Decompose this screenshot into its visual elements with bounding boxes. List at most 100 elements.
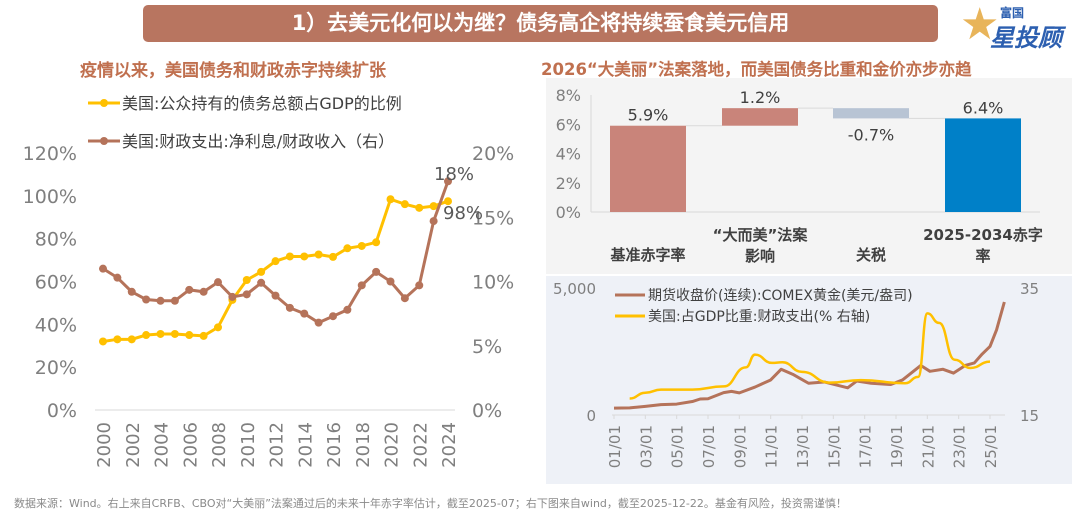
source-footnote: 数据来源：Wind。右上来自CRFB、CBO对“大美丽”法案通过后的未来十年赤字…	[14, 497, 847, 510]
x-tick-label: 2000	[94, 422, 115, 468]
data-point	[429, 217, 438, 226]
legend-label: 美国:财政支出:净利息/财政收入（右）	[122, 132, 394, 151]
data-point	[357, 241, 366, 250]
star-icon: ★	[960, 0, 1000, 50]
data-point	[372, 267, 381, 276]
x-tick-label: 2016	[324, 422, 345, 468]
y-right-tick-label: 5%	[472, 336, 502, 358]
x-tick-label: 21/01	[919, 425, 937, 468]
data-point	[386, 195, 395, 204]
legend-label: 期货收盘价(连续):COMEX黄金(美元/盎司)	[648, 287, 913, 304]
data-point	[185, 285, 194, 294]
brand-logo: ★ 富国 星投顾	[960, 0, 1070, 53]
x-tick-label: 13/01	[794, 425, 812, 468]
y-left-tick-label: 20%	[35, 357, 77, 379]
data-point	[415, 203, 424, 212]
y-tick-label: 6%	[556, 115, 581, 134]
x-tick-label: 2020	[382, 422, 403, 468]
end-data-label: 98%	[443, 203, 483, 224]
y-right-tick-label: 10%	[472, 272, 514, 294]
data-point	[400, 294, 409, 303]
category-label: 影响	[745, 247, 775, 265]
bar	[722, 108, 798, 126]
x-tick-label: 05/01	[669, 425, 687, 468]
data-point	[257, 278, 266, 287]
data-point	[400, 200, 409, 209]
data-point	[271, 257, 280, 266]
data-point	[300, 309, 309, 318]
left-chart-title: 疫情以来，美国债务和财政赤字持续扩张	[80, 61, 386, 81]
x-tick-label: 11/01	[763, 425, 781, 468]
data-point	[127, 335, 136, 344]
data-point	[199, 287, 208, 296]
data-point	[242, 276, 251, 285]
data-point	[170, 296, 179, 305]
end-data-label: 18%	[434, 164, 474, 185]
x-tick-label: 19/01	[888, 425, 906, 468]
data-point	[214, 323, 222, 332]
data-point	[314, 318, 323, 327]
x-tick-label: 2018	[353, 422, 374, 468]
y-tick-label: 8%	[556, 86, 581, 105]
data-point	[113, 273, 122, 282]
data-point	[329, 252, 337, 261]
data-point	[242, 290, 251, 299]
legend-label: 美国:占GDP比重:财政支出(% 右轴)	[648, 309, 870, 325]
category-label: “大而美”法案	[713, 226, 809, 244]
x-tick-label: 2022	[410, 422, 431, 468]
data-point	[142, 295, 151, 304]
x-tick-label: 25/01	[982, 425, 1000, 468]
data-point	[300, 252, 309, 261]
data-point	[314, 250, 323, 259]
legend-marker	[100, 99, 108, 107]
bar	[610, 125, 686, 212]
data-point	[99, 264, 107, 273]
x-tick-label: 2002	[123, 422, 144, 468]
series-line-0	[102, 197, 449, 343]
x-tick-label: 03/01	[637, 425, 655, 468]
data-point	[127, 287, 136, 296]
category-label: 2025-2034赤字	[923, 226, 1043, 244]
data-point	[99, 337, 107, 346]
data-point	[357, 281, 366, 290]
data-point	[343, 244, 352, 253]
y-right-tick-label: 15%	[472, 207, 514, 229]
y-right-tick-label: 15	[1020, 407, 1039, 425]
data-point	[170, 329, 179, 338]
bar	[945, 118, 1021, 212]
bar-value-label: 6.4%	[963, 98, 1004, 117]
x-tick-label: 17/01	[857, 425, 875, 468]
data-point	[156, 296, 165, 305]
series-line-1	[629, 312, 991, 400]
data-point	[415, 281, 424, 290]
data-point	[329, 312, 337, 321]
x-tick-label: 01/01	[606, 425, 624, 468]
bar-value-label: 1.2%	[740, 88, 781, 107]
data-point	[142, 331, 151, 340]
y-left-tick-label: 60%	[35, 272, 77, 294]
data-point	[372, 238, 381, 247]
y-left-tick-label: 0	[586, 407, 596, 425]
y-tick-label: 0%	[556, 203, 581, 222]
data-point	[343, 305, 352, 314]
x-tick-label: 2014	[295, 422, 316, 468]
y-right-tick-label: 20%	[472, 143, 514, 165]
y-left-tick-label: 80%	[35, 229, 77, 251]
x-tick-label: 2024	[439, 422, 460, 468]
category-label: 率	[975, 247, 990, 265]
y-left-tick-label: 40%	[35, 314, 77, 336]
legend-marker	[100, 137, 108, 145]
data-point	[271, 291, 280, 300]
y-tick-label: 4%	[556, 145, 581, 164]
category-label: 关税	[856, 246, 886, 264]
logo-big-text: 星投顾	[990, 24, 1062, 52]
bar-value-label: -0.7%	[848, 125, 894, 144]
data-point	[199, 331, 208, 340]
x-tick-label: 2004	[152, 422, 173, 468]
data-point	[185, 331, 194, 340]
line-chart-panel	[546, 276, 1072, 484]
data-point	[386, 277, 395, 286]
data-point	[429, 202, 438, 211]
category-label: 基准赤字率	[609, 246, 685, 264]
